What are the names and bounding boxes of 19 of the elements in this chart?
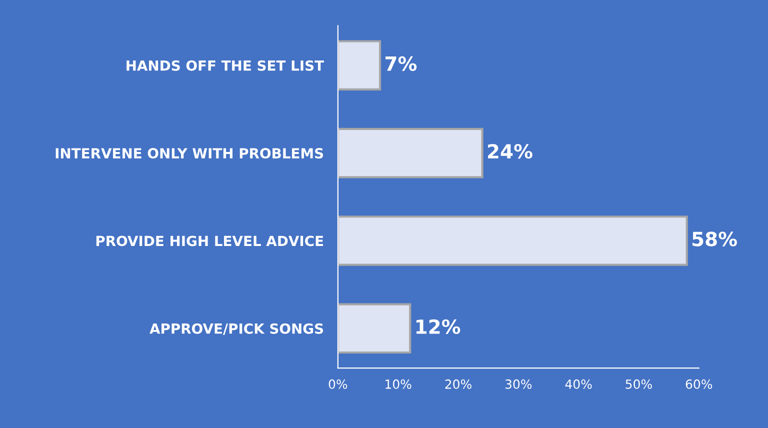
x-tick-label: 60% — [686, 379, 712, 389]
y-tick-label: HANDS OFF THE SET LIST — [126, 60, 324, 71]
bar — [338, 40, 382, 91]
bar — [338, 216, 688, 266]
data-label: 12% — [416, 319, 460, 334]
y-tick-label: INTERVENE ONLY WITH PROBLEMS — [56, 148, 324, 159]
y-tick-label: PROVIDE HIGH LEVEL ADVICE — [96, 236, 324, 246]
data-label: 24% — [488, 144, 532, 159]
x-tick-label: 10% — [386, 379, 412, 389]
bar — [338, 303, 412, 354]
x-tick-label: 50% — [626, 379, 652, 389]
x-tick-label: 40% — [565, 379, 592, 389]
bar — [338, 128, 484, 178]
y-tick-label: APPROVE/PICK SONGS — [150, 323, 324, 335]
data-label: 58% — [692, 232, 737, 246]
data-label: 7% — [386, 56, 417, 71]
x-tick-label: 0% — [328, 379, 348, 389]
x-tick-label: 30% — [505, 379, 532, 389]
x-tick-label: 20% — [445, 379, 472, 389]
